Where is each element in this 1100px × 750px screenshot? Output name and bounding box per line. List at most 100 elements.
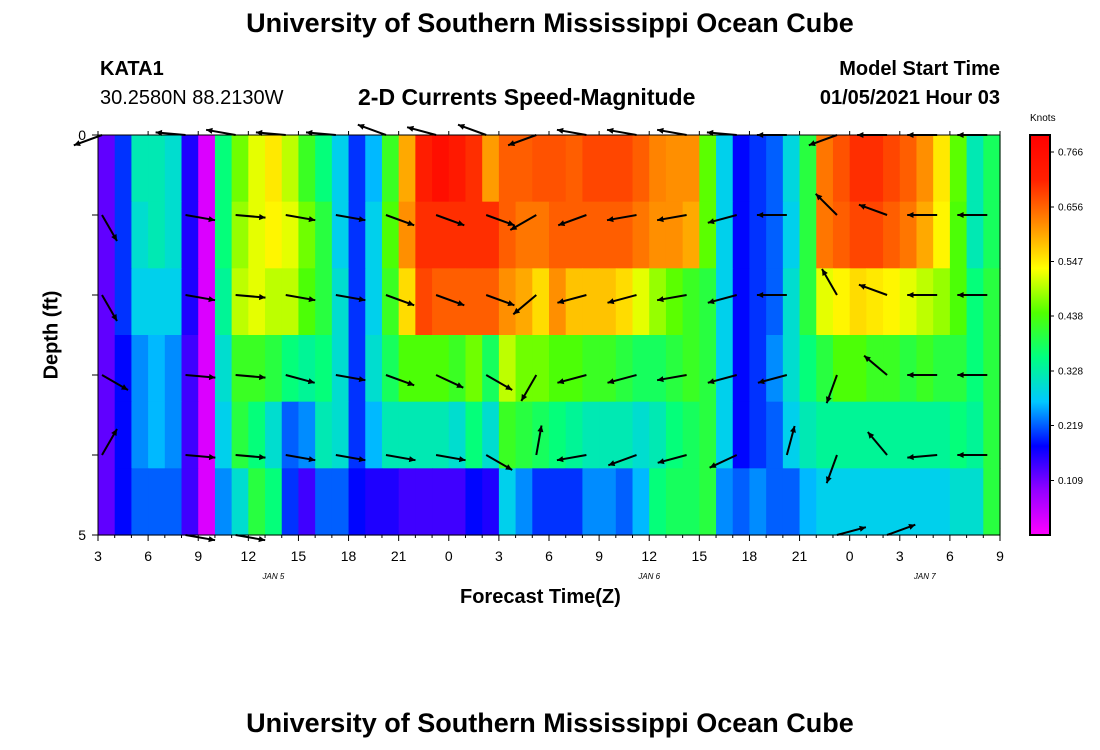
heatmap-cell [699, 468, 717, 536]
heatmap-cell [515, 268, 533, 336]
heatmap-cell [599, 335, 617, 403]
x-tick-label: 3 [896, 548, 904, 564]
current-vector-arrow [101, 214, 118, 242]
heatmap-cell [949, 201, 968, 269]
current-vector-arrow [385, 294, 415, 307]
station-id: KATA1 [100, 58, 164, 80]
heatmap-cell [248, 468, 266, 536]
heatmap-cell [148, 135, 166, 203]
heatmap-cell [682, 201, 700, 269]
heatmap-cell [749, 335, 767, 403]
x-tick-label: 9 [595, 548, 603, 564]
heatmap-cell [465, 201, 483, 269]
heatmap-cell [599, 401, 617, 469]
heatmap-cell [381, 135, 400, 203]
heatmap-cell [448, 468, 467, 536]
current-vector-arrow [235, 374, 266, 381]
current-vector-arrow [756, 212, 787, 218]
heatmap-cell [983, 201, 1001, 269]
current-vector-arrow [335, 214, 366, 223]
heatmap-cell [532, 335, 550, 403]
colorbar-gradient [1029, 134, 1051, 536]
heatmap-cell [883, 135, 901, 203]
heatmap-cell [181, 401, 199, 469]
heatmap-cell [465, 268, 483, 336]
current-vector-arrow [825, 454, 838, 484]
heatmap-cell [465, 335, 483, 403]
heatmap-cell [599, 468, 617, 536]
heatmap-cell [148, 201, 166, 269]
heatmap-cell [248, 335, 266, 403]
heatmap-cell [716, 135, 734, 203]
heatmap-cell [415, 401, 433, 469]
heatmap-cell [749, 468, 767, 536]
heatmap-cell [532, 135, 550, 203]
heatmap-cell [949, 401, 968, 469]
heatmap-cell [615, 135, 634, 203]
heatmap-cell [766, 401, 784, 469]
heatmap-cell [582, 268, 600, 336]
heatmap-cell [398, 468, 416, 536]
current-vector-arrow [907, 212, 938, 218]
heatmap-cell [565, 335, 583, 403]
heatmap-cell [315, 335, 333, 403]
current-vector-arrow [385, 454, 416, 463]
heatmap-cell [632, 401, 650, 469]
current-vector-arrow [607, 454, 637, 467]
heatmap-cell [482, 268, 500, 336]
heatmap-cell [348, 401, 366, 469]
current-vector-arrow [235, 294, 266, 301]
x-tick-label: 12 [241, 548, 257, 564]
heatmap-cell [816, 468, 834, 536]
heatmap-cell [498, 201, 517, 269]
heatmap-cell [448, 401, 467, 469]
heatmap-cell [649, 468, 667, 536]
current-vector-arrow [836, 525, 867, 536]
current-vector-arrow [557, 214, 587, 227]
heatmap-cell [816, 201, 834, 269]
heatmap-cell [148, 268, 166, 336]
heatmap-cell [532, 201, 550, 269]
model-start-label: Model Start Time [839, 58, 1000, 80]
heatmap-cell [148, 468, 166, 536]
heatmap-cell [265, 335, 283, 403]
heatmap-cell [214, 468, 233, 536]
heatmap-cell [866, 201, 884, 269]
heatmap-cell [214, 401, 233, 469]
heatmap-cell [916, 401, 934, 469]
heatmap-cell [98, 135, 116, 203]
current-vector-arrow [556, 454, 587, 463]
heatmap-cell [231, 135, 249, 203]
model-start-value: 01/05/2021 Hour 03 [819, 87, 1000, 109]
heatmap-cell [866, 401, 884, 469]
heatmap-cell [381, 201, 400, 269]
heatmap-cell [615, 335, 634, 403]
heatmap-cell [782, 335, 801, 403]
heatmap-cell [515, 135, 533, 203]
heatmap-cell [348, 268, 366, 336]
current-vector-arrow [485, 374, 513, 391]
x-tick-label: 9 [996, 548, 1004, 564]
heatmap-cell [665, 401, 684, 469]
heatmap-cell [515, 335, 533, 403]
colorbar-tick-label: 0.547 [1058, 257, 1083, 268]
heatmap-cell [899, 335, 918, 403]
colorbar-tick-label: 0.328 [1058, 367, 1083, 378]
heatmap-cell [716, 401, 734, 469]
heatmap-cell [799, 401, 817, 469]
heatmap-cell [732, 135, 751, 203]
current-vector-arrow [556, 127, 587, 136]
current-vector-arrow [435, 214, 465, 227]
heatmap-cell [198, 268, 216, 336]
heatmap-cell [933, 335, 951, 403]
heatmap-cell [265, 268, 283, 336]
heatmap-cell [148, 401, 166, 469]
footer-title: University of Southern Mississippi Ocean… [246, 708, 854, 738]
heatmap-cell [248, 135, 266, 203]
heatmap-cell [732, 468, 751, 536]
heatmap-cell [348, 468, 366, 536]
heatmap-cell [716, 335, 734, 403]
heatmap-cell [448, 135, 467, 203]
heatmap-cell [582, 468, 600, 536]
heatmap-cell [231, 468, 249, 536]
